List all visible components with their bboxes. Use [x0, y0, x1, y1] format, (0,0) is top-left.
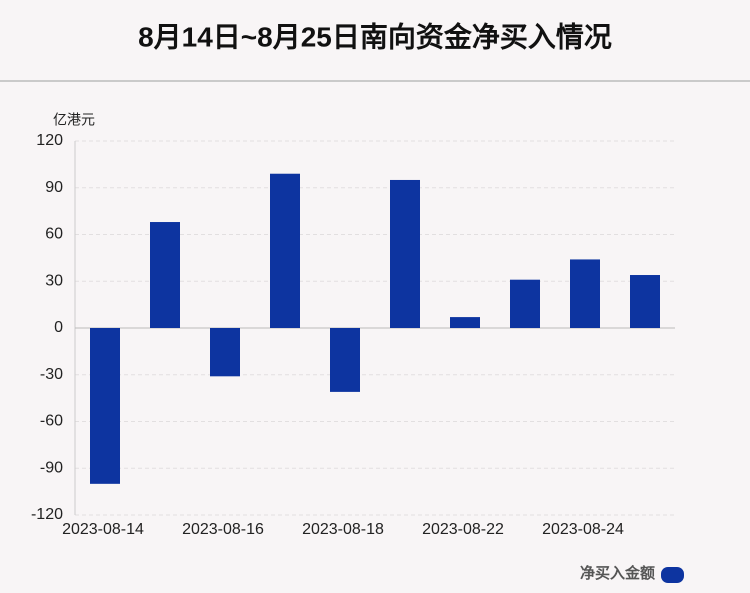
bar	[390, 179, 420, 328]
y-tick-label: -30	[40, 366, 63, 383]
x-tick-label: 2023-08-22	[422, 521, 504, 538]
bar	[510, 279, 540, 328]
y-tick-label: -90	[40, 459, 63, 476]
bar	[270, 173, 300, 328]
y-tick-label: 120	[36, 132, 63, 149]
bar	[450, 317, 480, 328]
y-tick-label: -120	[31, 506, 63, 523]
bar	[210, 328, 240, 377]
x-tick-label: 2023-08-24	[542, 521, 624, 538]
legend-label: 净买入金额	[580, 564, 655, 582]
bar	[90, 328, 120, 484]
y-tick-label: 90	[45, 179, 63, 196]
x-tick-label: 2023-08-18	[302, 521, 384, 538]
y-axis-label: 亿港元	[53, 112, 95, 128]
bar	[150, 222, 180, 328]
legend-swatch	[661, 567, 684, 583]
bar	[630, 275, 660, 328]
y-tick-label: 30	[45, 272, 63, 289]
bar	[570, 259, 600, 328]
y-tick-label: 60	[45, 226, 63, 243]
y-tick-label: 0	[54, 319, 63, 336]
bar	[330, 328, 360, 392]
chart-title: 8月14日~8月25日南向资金净买入情况	[138, 20, 612, 52]
x-tick-label: 2023-08-16	[182, 521, 264, 538]
y-tick-label: -60	[40, 413, 63, 430]
x-tick-label: 2023-08-14	[62, 521, 144, 538]
